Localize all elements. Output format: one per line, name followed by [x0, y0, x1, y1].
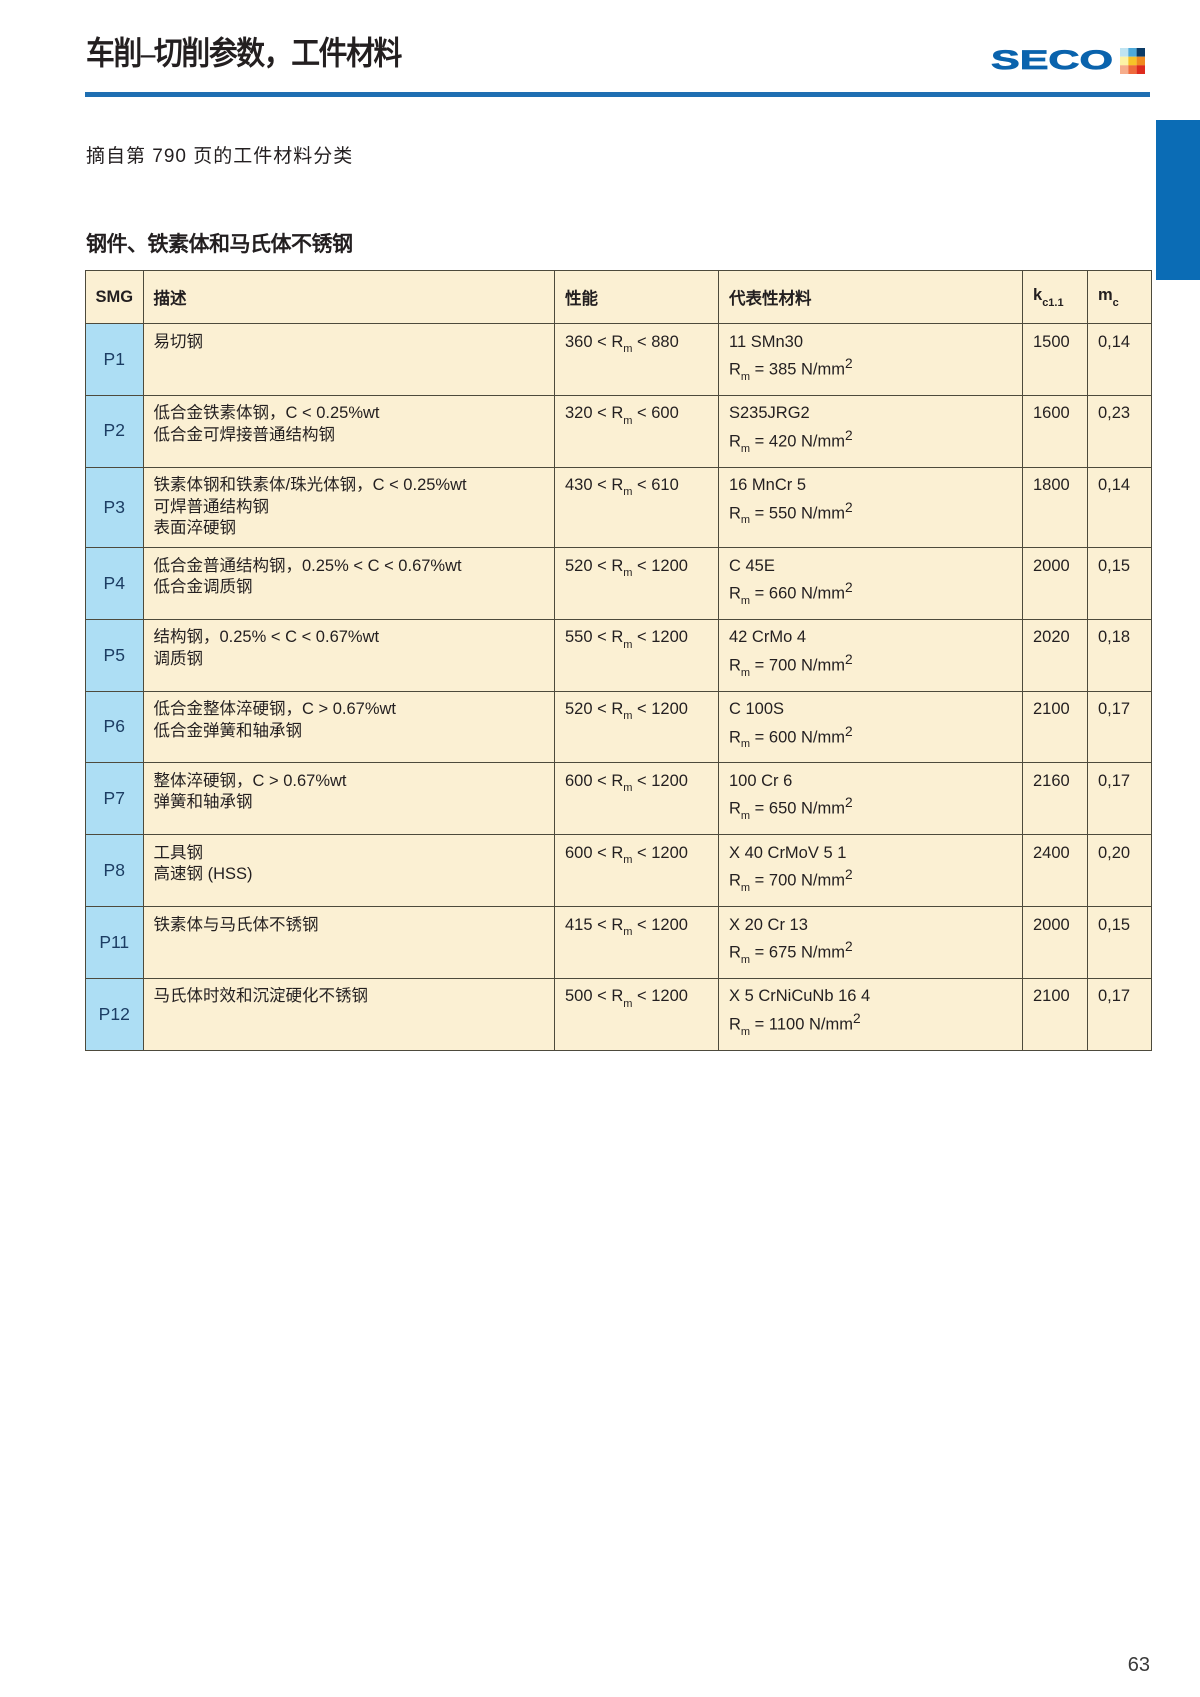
svg-text:SECO: SECO	[991, 48, 1113, 74]
